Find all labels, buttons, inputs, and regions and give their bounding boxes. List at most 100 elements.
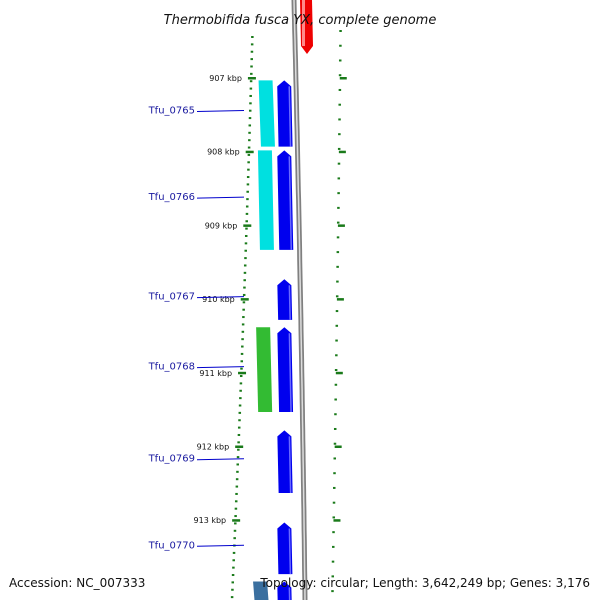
minor-tick [337,192,340,195]
major-tick [339,77,347,80]
minor-tick [248,117,252,120]
minor-tick [338,133,341,136]
gene-label: Tfu_0766 [148,192,195,203]
minor-tick [334,383,338,386]
minor-tick [338,59,342,62]
major-tick [335,371,343,375]
cds-arrow [277,430,293,494]
minor-tick [234,507,238,510]
minor-tick [242,308,245,311]
minor-tick [232,559,235,562]
minor-tick [238,404,242,407]
minor-tick [245,205,249,208]
gene-label: Tfu_0767 [148,292,195,303]
minor-tick [241,323,245,326]
backbone-highlight [293,0,306,600]
minor-tick [231,581,235,584]
cog-bar [253,581,269,600]
minor-tick [239,382,243,385]
axis-label: 911 kbp [199,369,232,378]
minor-tick [236,470,239,473]
minor-tick [235,492,238,495]
cds-shine [288,156,293,250]
cog-bar [256,327,273,412]
cog-bar [258,80,275,147]
minor-tick [236,456,240,459]
gene-labels: Tfu_0765 Tfu_0766 Tfu_0767 Tfu_0768 Tfu_0769… [148,105,245,551]
major-tick [247,77,256,80]
minor-tick [337,206,340,209]
minor-tick [241,330,245,333]
minor-tick [336,280,339,283]
major-tick [245,150,254,154]
minor-tick [248,124,252,127]
minor-tick [246,198,249,201]
minor-tick [333,442,337,445]
major-tick [232,519,241,522]
minor-tick [334,413,337,416]
minor-tick [237,433,241,436]
cds-arrow [277,581,292,600]
minor-tick [244,234,248,237]
minor-tick [234,500,238,503]
minor-tick [332,501,336,504]
major-tick [240,298,249,301]
minor-tick [230,596,234,599]
minor-tick [245,227,248,230]
minor-tick [334,369,338,372]
minor-tick [338,103,341,106]
minor-tick [244,257,247,260]
cds-shine [288,285,291,320]
minor-tick [234,522,237,525]
cds-arrow [277,522,293,575]
axis-label: 908 kbp [207,148,240,157]
minor-tick [238,411,242,414]
minor-tick [249,94,252,97]
gene-label-line [196,109,245,112]
major-tick [243,224,252,227]
minor-tick [339,44,342,47]
genome-backbone [291,0,308,600]
minor-tick [339,30,342,32]
minor-tick [248,109,252,112]
minor-tick [237,426,241,429]
minor-tick [249,80,253,83]
tick-ruler-right [331,30,347,593]
minor-tick [231,588,234,591]
major-tick [334,445,342,448]
minor-tick [244,249,247,252]
cds-shine [288,86,292,147]
axis-labels: 907 kbp 908 kbp 909 kbp 910 kbp 911 kbp 912 k… [194,74,242,525]
minor-tick [237,441,240,444]
minor-tick [246,176,250,179]
minor-tick [336,221,340,224]
cds-shine [288,528,292,575]
major-tick [238,371,247,375]
minor-tick [245,212,249,215]
minor-tick [239,389,242,392]
minor-tick [336,236,340,239]
minor-tick [251,36,254,38]
minor-tick [336,265,339,268]
cog-bar [257,150,274,250]
minor-tick [247,168,250,171]
minor-tick [241,338,244,341]
tick-ruler-left [230,36,256,599]
gene-label: Tfu_0769 [148,454,195,465]
minor-tick [338,74,342,77]
minor-tick [242,293,246,296]
minor-tick [233,529,237,532]
cds-arrows [277,80,294,600]
minor-tick [247,146,251,149]
minor-tick [250,72,253,75]
minor-tick [234,515,237,518]
minor-tick [248,131,251,134]
minor-tick [336,251,340,254]
minor-tick [242,301,246,304]
gene-label-line [196,544,245,547]
gene-label: Tfu_0770 [148,540,195,551]
minor-tick [335,310,339,313]
minor-tick [331,590,334,593]
minor-tick [240,352,244,355]
